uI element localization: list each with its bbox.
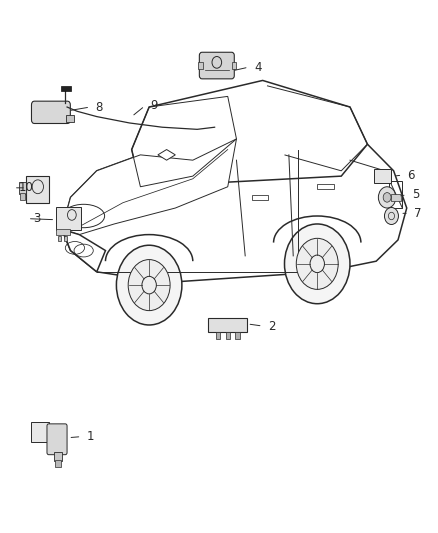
Text: 2: 2 — [268, 320, 276, 333]
Bar — [198, 62, 203, 69]
Bar — [56, 229, 70, 235]
Bar — [58, 236, 61, 241]
Circle shape — [385, 207, 399, 224]
Text: 4: 4 — [254, 61, 261, 74]
Text: 3: 3 — [33, 212, 40, 225]
Text: 1: 1 — [87, 430, 94, 443]
Bar — [67, 115, 74, 122]
Circle shape — [383, 192, 391, 202]
Polygon shape — [132, 80, 367, 187]
Circle shape — [285, 224, 350, 304]
Polygon shape — [62, 144, 407, 282]
Text: 6: 6 — [408, 168, 415, 182]
Bar — [61, 86, 71, 91]
Bar — [392, 194, 401, 200]
Bar — [389, 181, 402, 208]
Text: 10: 10 — [19, 181, 34, 195]
Circle shape — [117, 245, 182, 325]
Bar — [26, 175, 49, 203]
Polygon shape — [158, 150, 175, 160]
Bar — [18, 182, 26, 193]
FancyBboxPatch shape — [32, 101, 71, 124]
Bar — [31, 422, 49, 442]
Bar — [64, 236, 67, 241]
Bar — [55, 460, 60, 467]
FancyBboxPatch shape — [199, 52, 234, 79]
Bar — [374, 169, 391, 183]
Text: 7: 7 — [414, 207, 422, 220]
Bar — [216, 333, 220, 339]
Bar — [317, 184, 334, 189]
Bar — [235, 333, 240, 339]
Text: 8: 8 — [95, 101, 103, 114]
Bar — [226, 333, 230, 339]
Text: 5: 5 — [412, 188, 419, 201]
Text: 9: 9 — [150, 100, 158, 112]
Bar — [252, 195, 268, 200]
Bar — [20, 193, 25, 200]
Bar — [54, 452, 62, 461]
Circle shape — [128, 260, 170, 311]
FancyBboxPatch shape — [47, 424, 67, 455]
Bar — [56, 207, 81, 230]
Polygon shape — [62, 139, 237, 235]
Polygon shape — [62, 229, 106, 272]
Circle shape — [378, 187, 396, 208]
Circle shape — [296, 238, 338, 289]
Bar — [208, 318, 247, 333]
Bar — [232, 62, 236, 69]
